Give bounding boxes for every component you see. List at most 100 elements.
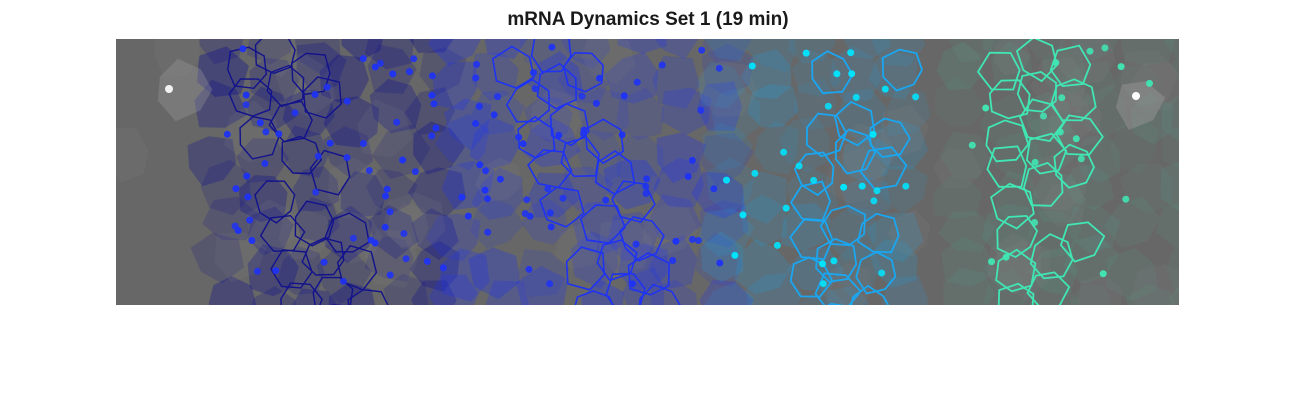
- cell-image-plot: [116, 39, 1179, 305]
- mrna-spot: [751, 169, 759, 177]
- mrna-spot: [669, 257, 677, 264]
- cell-region: [699, 200, 749, 248]
- background-cell: [246, 199, 296, 255]
- cell-region: [277, 246, 325, 295]
- cell-region: [581, 279, 625, 305]
- mrna-spot: [580, 130, 587, 138]
- mrna-spot: [326, 139, 334, 147]
- cell-region: [202, 196, 259, 241]
- mrna-spot: [291, 109, 299, 117]
- cell-outline: [881, 48, 923, 92]
- cell-outline: [638, 283, 681, 305]
- cell-outline: [811, 50, 854, 95]
- mrna-spot: [458, 193, 466, 201]
- cell-region: [882, 275, 929, 305]
- cell-outline: [565, 246, 606, 291]
- cell-region: [700, 231, 744, 283]
- cell-region: [1070, 39, 1118, 62]
- background-cell: [224, 100, 278, 163]
- mrna-spot: [1099, 270, 1107, 278]
- mrna-spot: [359, 55, 367, 63]
- cell-outline: [527, 149, 573, 189]
- cell-region: [652, 55, 700, 109]
- background-cell: [887, 209, 930, 257]
- mrna-spot: [547, 223, 555, 231]
- cell-region: [711, 87, 760, 142]
- mrna-spot: [633, 78, 641, 86]
- cell-region: [522, 116, 581, 168]
- background-cell: [116, 128, 149, 183]
- cell-outline: [294, 200, 335, 247]
- mrna-spot: [314, 152, 322, 160]
- mrna-spot: [523, 196, 531, 204]
- mrna-spot: [339, 277, 347, 285]
- background-cell: [554, 223, 599, 270]
- mrna-spot: [710, 185, 718, 193]
- cell-region: [1155, 203, 1179, 248]
- cell-region: [434, 114, 490, 171]
- cell-outline: [605, 272, 646, 305]
- cell-region: [701, 43, 754, 97]
- cell-outline-layer: [226, 39, 1106, 305]
- mrna-spot: [847, 49, 855, 57]
- cell-region: [615, 87, 665, 141]
- cell-region: [871, 39, 926, 67]
- mrna-spot: [1072, 135, 1080, 143]
- cell-outline: [1019, 98, 1065, 142]
- mrna-spot: [359, 140, 367, 147]
- cell-region: [428, 39, 482, 66]
- cell-region: [562, 166, 614, 211]
- cell-region: [407, 167, 466, 217]
- mrna-spot: [481, 186, 489, 194]
- mrna-spot: [323, 83, 331, 91]
- mrna-spot: [802, 49, 810, 57]
- cell-outline: [618, 216, 665, 262]
- mrna-spot: [428, 132, 436, 140]
- mrna-spot: [1058, 94, 1066, 102]
- cell-region: [1166, 246, 1179, 291]
- figure-title: mRNA Dynamics Set 1 (19 min): [507, 9, 789, 30]
- cell-region: [654, 39, 699, 60]
- mrna-spot: [376, 59, 384, 67]
- cell-region: [740, 194, 788, 248]
- cell-outline: [789, 256, 834, 298]
- cell-outline: [996, 214, 1039, 259]
- cell-region: [341, 39, 383, 62]
- cell-region: [734, 238, 792, 295]
- cell-region: [411, 208, 459, 261]
- mrna-spot: [858, 182, 866, 190]
- cell-region: [561, 39, 611, 70]
- cell-region: [779, 116, 830, 173]
- mrna-spot: [596, 74, 603, 82]
- cell-region: [754, 120, 799, 175]
- mrna-spot: [253, 267, 261, 275]
- cell-region: [470, 198, 525, 249]
- cell-outline: [1053, 143, 1095, 189]
- mrna-spot: [824, 102, 832, 110]
- background-cell: [642, 204, 699, 257]
- cell-region: [706, 157, 756, 216]
- cell-outline: [986, 145, 1028, 188]
- mrna-spot: [869, 130, 877, 138]
- mrna-spot: [261, 160, 269, 167]
- mrna-spot: [731, 251, 739, 259]
- mrna-spot: [852, 93, 860, 101]
- mrna-spot: [632, 240, 640, 248]
- cell-outline: [347, 288, 389, 305]
- cell-region: [1120, 163, 1174, 214]
- cell-region: [843, 39, 891, 60]
- cell-region: [1103, 196, 1161, 249]
- cell-outline: [530, 39, 572, 73]
- cell-region: [296, 42, 347, 92]
- mrna-spot: [371, 239, 379, 247]
- cell-region: [200, 159, 251, 216]
- mrna-spot: [410, 55, 418, 63]
- mrna-spot: [1086, 47, 1094, 55]
- cell-region: [866, 212, 924, 263]
- cell-region: [938, 211, 996, 252]
- mrna-spot: [1031, 158, 1039, 166]
- cell-outline: [1015, 39, 1058, 83]
- mrna-spot: [472, 74, 480, 82]
- mrna-spot: [365, 167, 373, 174]
- mrna-spot: [223, 130, 231, 138]
